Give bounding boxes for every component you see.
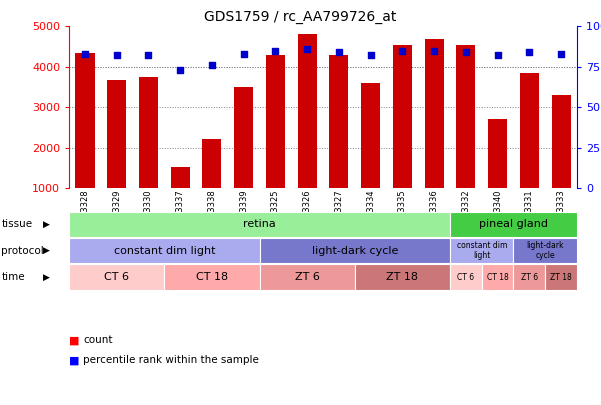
- Bar: [361, 83, 380, 188]
- Text: ▶: ▶: [43, 220, 50, 229]
- Text: time: time: [1, 272, 25, 282]
- Text: protocol: protocol: [1, 246, 44, 256]
- Text: CT 18: CT 18: [487, 273, 508, 281]
- Text: ▶: ▶: [43, 273, 50, 281]
- Text: constant dim
light: constant dim light: [457, 241, 507, 260]
- Bar: [329, 55, 349, 188]
- Bar: [456, 45, 475, 188]
- Text: light-dark cycle: light-dark cycle: [311, 246, 398, 256]
- Bar: [488, 119, 507, 188]
- Bar: [139, 77, 158, 188]
- Text: percentile rank within the sample: percentile rank within the sample: [83, 356, 259, 365]
- Point: [366, 52, 376, 59]
- Point: [175, 67, 185, 73]
- Bar: [203, 139, 221, 188]
- Text: ZT 18: ZT 18: [550, 273, 572, 281]
- Bar: [552, 95, 570, 188]
- Text: ▶: ▶: [43, 246, 50, 255]
- Text: constant dim light: constant dim light: [114, 246, 215, 256]
- Text: ZT 6: ZT 6: [521, 273, 538, 281]
- Bar: [520, 73, 539, 188]
- Bar: [171, 167, 190, 188]
- Text: GDS1759 / rc_AA799726_at: GDS1759 / rc_AA799726_at: [204, 10, 397, 24]
- Point: [557, 51, 566, 57]
- Text: ■: ■: [69, 335, 79, 345]
- Point: [239, 51, 248, 57]
- Point: [493, 52, 502, 59]
- Bar: [393, 45, 412, 188]
- Text: CT 6: CT 6: [457, 273, 474, 281]
- Bar: [76, 53, 94, 188]
- Text: retina: retina: [243, 220, 276, 229]
- Bar: [424, 39, 444, 188]
- Point: [525, 49, 534, 55]
- Bar: [234, 87, 253, 188]
- Text: CT 18: CT 18: [196, 272, 228, 282]
- Point: [207, 62, 217, 68]
- Point: [144, 52, 153, 59]
- Point: [80, 51, 90, 57]
- Point: [461, 49, 471, 55]
- Text: light-dark
cycle: light-dark cycle: [526, 241, 564, 260]
- Point: [302, 46, 312, 52]
- Text: ■: ■: [69, 356, 79, 365]
- Point: [270, 47, 280, 54]
- Text: ZT 18: ZT 18: [386, 272, 418, 282]
- Text: ZT 6: ZT 6: [294, 272, 320, 282]
- Point: [429, 47, 439, 54]
- Point: [334, 49, 344, 55]
- Point: [112, 52, 121, 59]
- Text: pineal gland: pineal gland: [479, 220, 548, 229]
- Text: count: count: [83, 335, 112, 345]
- Text: CT 6: CT 6: [104, 272, 129, 282]
- Point: [398, 47, 407, 54]
- Bar: [107, 80, 126, 188]
- Text: tissue: tissue: [1, 220, 32, 229]
- Bar: [297, 34, 317, 188]
- Bar: [266, 55, 285, 188]
